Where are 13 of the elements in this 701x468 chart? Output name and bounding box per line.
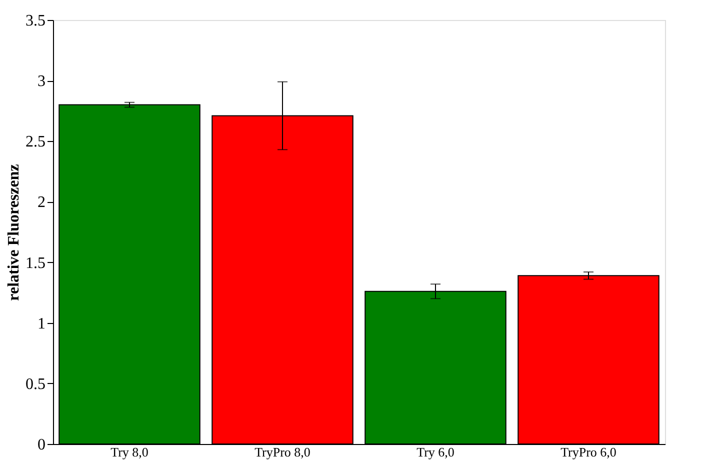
x-tick-label: TryPro 8,0 (254, 444, 310, 460)
y-axis-title: relative Fluoreszenz (6, 164, 22, 301)
y-tick-label: 1.5 (26, 254, 46, 272)
y-tick-label: 1 (38, 315, 46, 332)
x-tick-label: Try 6,0 (416, 444, 454, 460)
y-tick-label: 0 (38, 436, 46, 454)
y-tick-label: 2 (38, 194, 46, 212)
x-tick-label: TryPro 6,0 (560, 444, 616, 460)
y-tick-label: 2.5 (26, 134, 46, 151)
y-tick-label: 3.5 (26, 12, 46, 30)
x-tick-label: Try 8,0 (110, 444, 148, 460)
y-tick-label: 3 (38, 73, 46, 90)
y-tick-label: 0.5 (26, 376, 46, 393)
